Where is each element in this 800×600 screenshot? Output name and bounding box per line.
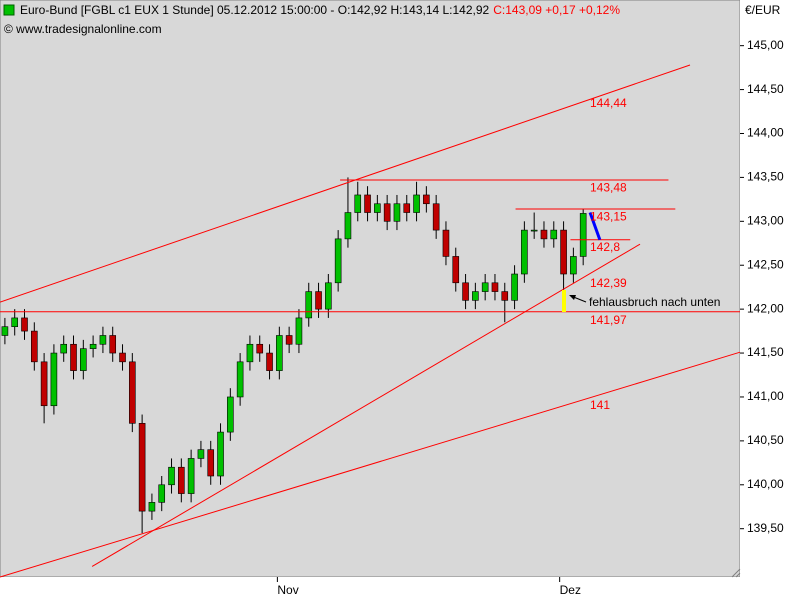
candle-body (374, 203, 381, 213)
level-label: 141,97 (590, 313, 627, 327)
y-tick-label: 143,50 (747, 170, 784, 184)
plot-area (0, 0, 741, 578)
y-tick-label: 140,50 (747, 433, 784, 447)
candle-body (501, 291, 509, 301)
trend-line (0, 351, 741, 578)
candle-body (80, 348, 87, 371)
candle-body (99, 335, 107, 345)
candle-body (1, 326, 9, 336)
y-tick-label: 142,50 (747, 257, 784, 271)
candle-body (217, 431, 224, 477)
candle-body (129, 361, 136, 424)
candle-body (168, 466, 175, 486)
candle-body (285, 335, 293, 345)
candle-body (227, 396, 234, 433)
candle-body (109, 335, 117, 354)
candle-body (383, 203, 391, 222)
candle-body (246, 343, 254, 363)
candle-body (540, 229, 548, 240)
y-tick-label: 139,50 (747, 521, 784, 535)
candle-body (491, 282, 499, 292)
candle-body (413, 194, 420, 213)
y-tick-label: 144,50 (747, 82, 784, 96)
y-tick-label: 143,00 (747, 213, 784, 227)
y-tick-label: 142,00 (747, 301, 784, 315)
level-label: 142,8 (590, 240, 620, 254)
candle-body (403, 203, 411, 213)
x-axis-area (0, 577, 740, 600)
candle-body (158, 484, 166, 503)
candle-body (207, 449, 215, 477)
candle-body (452, 256, 460, 284)
signal-bar (562, 290, 566, 312)
candle-body (442, 229, 450, 257)
candle-body (11, 317, 19, 328)
candle-body (570, 256, 577, 275)
candle-body (423, 194, 430, 205)
chart-title: Euro-Bund [FGBL c1 EUX 1 Stunde] 05.12.2… (20, 3, 490, 17)
level-label: 144,44 (590, 96, 627, 110)
candle-body (364, 194, 371, 213)
candle-body (344, 212, 352, 240)
candle-body (521, 229, 528, 275)
candle-body (276, 335, 283, 371)
candle-body (579, 213, 587, 257)
y-tick-label: 141,00 (747, 389, 784, 403)
candle-body (432, 203, 440, 231)
candle-body (305, 291, 313, 319)
annotation-arrowhead (569, 295, 576, 300)
trend-line (91, 243, 641, 567)
candle-body (354, 194, 362, 213)
resize-grip (731, 568, 741, 578)
level-label: 143,48 (590, 180, 627, 194)
candle-body (138, 423, 146, 512)
candle-body (266, 352, 273, 371)
candle-body (40, 361, 48, 407)
last-quote: C:143,09 +0,17 +0,12% (493, 3, 620, 17)
candle-body (50, 352, 58, 407)
candle-body (530, 229, 538, 232)
candle-body (148, 502, 156, 512)
candle-body (70, 343, 77, 371)
y-tick-label: 141,50 (747, 345, 784, 359)
candle-body (560, 229, 567, 275)
candle-body (462, 282, 469, 301)
candle-body (550, 229, 558, 240)
candle-body (21, 317, 28, 332)
y-axis-label: €/EUR (745, 3, 781, 17)
legend-swatch (3, 4, 15, 16)
candle-body (119, 352, 126, 363)
y-tick-label: 140,00 (747, 477, 784, 491)
candle-body (481, 282, 489, 292)
level-label: 141 (590, 398, 610, 412)
annotation: fehlausbruch nach unten (589, 295, 720, 309)
candle-body (325, 282, 332, 310)
candle-body (393, 203, 401, 222)
x-tick-label: Dez (560, 583, 581, 597)
candle-body (295, 317, 303, 345)
candle-body (315, 291, 322, 310)
candle-body (236, 361, 244, 398)
candle-body (60, 343, 68, 354)
candle-body (31, 330, 38, 363)
trend-line (0, 64, 691, 303)
level-label: 143,15 (590, 209, 627, 223)
candle-body (197, 449, 205, 459)
candle-body (256, 343, 264, 354)
candle-body (178, 466, 185, 494)
y-tick-label: 144,00 (747, 126, 784, 140)
candle-body (89, 343, 97, 349)
candle-body (472, 291, 479, 301)
y-axis-area (740, 0, 800, 600)
candle-body (187, 458, 195, 494)
level-label: 142,39 (590, 276, 627, 290)
candle-body (334, 238, 342, 284)
y-tick-label: 145,00 (747, 38, 784, 52)
x-tick-label: Nov (277, 583, 298, 597)
subtitle: © www.tradesignalonline.com (4, 22, 162, 36)
trend-line (588, 212, 602, 241)
candle-body (511, 273, 518, 301)
